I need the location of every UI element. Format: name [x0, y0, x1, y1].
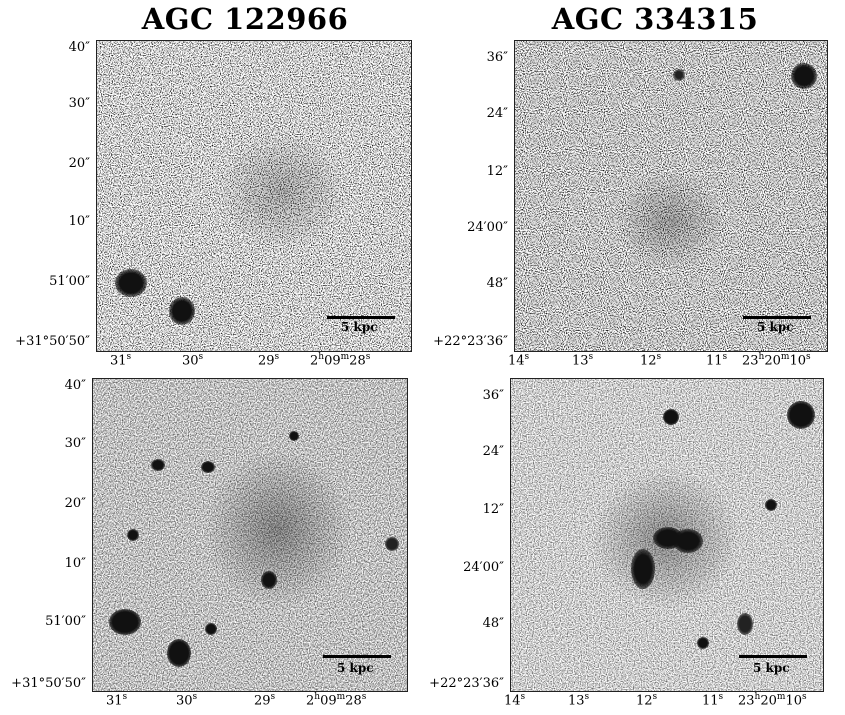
scale-bar-label: 5 kpc	[753, 661, 790, 675]
scale-bar	[327, 316, 395, 319]
y-tick-label: 10″	[64, 556, 86, 571]
x-tick-label: 23h20m10s	[738, 692, 807, 709]
x-tick-label: 14s	[508, 352, 530, 369]
image-panel-agc122966-bottom: 5 kpc	[92, 378, 408, 692]
x-tick-label: 12s	[636, 692, 658, 709]
image-panel-agc334315-bottom: 5 kpc	[510, 378, 824, 692]
star-blob	[169, 297, 195, 325]
title-agc-122966: AGC 122966	[141, 2, 349, 36]
x-tick-label: 13s	[568, 692, 590, 709]
star-blob	[151, 459, 165, 471]
x-tick-label: 13s	[572, 352, 594, 369]
star-blob	[167, 639, 191, 667]
star-blob	[109, 609, 141, 635]
y-tick-label: 12″	[486, 164, 508, 179]
y-tick-label: 12″	[482, 502, 504, 517]
y-tick-label: 24″	[486, 106, 508, 121]
star-blob	[205, 623, 217, 635]
x-tick-label: 23h20m10s	[742, 352, 811, 369]
scale-bar	[323, 655, 391, 658]
star-blob	[201, 461, 215, 473]
galaxy-glow	[203, 449, 353, 609]
scale-bar	[743, 316, 811, 319]
star-blob	[261, 571, 277, 589]
y-tick-label: 30″	[68, 96, 90, 111]
noise-texture	[515, 41, 827, 351]
image-panel-agc122966-top: 5 kpc	[96, 40, 412, 352]
x-tick-label: 31s	[106, 692, 128, 709]
title-agc-334315: AGC 334315	[551, 2, 759, 36]
star-blob	[673, 529, 703, 553]
star-blob	[385, 537, 399, 551]
y-tick-label: 40″	[68, 40, 90, 55]
y-tick-label: 51′00″	[45, 614, 86, 629]
image-panel-agc334315-top: 5 kpc	[514, 40, 828, 352]
star-blob	[787, 401, 815, 429]
x-tick-label: 12s	[640, 352, 662, 369]
y-tick-label: 48″	[486, 276, 508, 291]
star-blob	[289, 431, 299, 441]
y-tick-label: 24″	[482, 444, 504, 459]
x-tick-label: 29s	[254, 692, 276, 709]
x-tick-label: 29s	[258, 352, 280, 369]
x-tick-label: 2h09m28s	[306, 692, 367, 709]
y-tick-label: 10″	[68, 214, 90, 229]
y-tick-label: +31°50′50″	[15, 334, 90, 349]
scale-bar-label: 5 kpc	[757, 320, 794, 334]
star-blob	[765, 499, 777, 511]
x-tick-label: 2h09m28s	[310, 352, 371, 369]
y-tick-label: 51′00″	[49, 274, 90, 289]
y-tick-label: 24′00″	[463, 560, 504, 575]
star-blob	[663, 409, 679, 425]
star-blob	[127, 529, 139, 541]
star-blob	[115, 269, 147, 297]
y-tick-label: 30″	[64, 436, 86, 451]
x-tick-label: 30s	[176, 692, 198, 709]
scale-bar-label: 5 kpc	[337, 661, 374, 675]
star-blob	[697, 637, 709, 649]
x-tick-label: 30s	[182, 352, 204, 369]
scale-bar	[739, 655, 807, 658]
x-tick-label: 31s	[110, 352, 132, 369]
star-blob	[791, 63, 817, 89]
noise-texture	[93, 379, 407, 691]
x-tick-label: 14s	[504, 692, 526, 709]
star-blob	[737, 613, 753, 635]
y-tick-label: +22°23′36″	[433, 334, 508, 349]
y-tick-label: 40″	[64, 378, 86, 393]
y-tick-label: 20″	[64, 496, 86, 511]
x-tick-label: 11s	[702, 692, 724, 709]
y-tick-label: +22°23′36″	[429, 676, 504, 691]
star-blob	[631, 549, 655, 589]
y-tick-label: 36″	[486, 50, 508, 65]
galaxy-glow	[217, 131, 347, 251]
y-tick-label: 24′00″	[467, 220, 508, 235]
y-tick-label: 20″	[68, 156, 90, 171]
galaxy-glow	[615, 171, 725, 271]
y-tick-label: +31°50′50″	[11, 676, 86, 691]
x-tick-label: 11s	[706, 352, 728, 369]
noise-texture	[97, 41, 411, 351]
star-blob	[673, 69, 685, 81]
y-tick-label: 48″	[482, 616, 504, 631]
scale-bar-label: 5 kpc	[341, 320, 378, 334]
y-tick-label: 36″	[482, 388, 504, 403]
